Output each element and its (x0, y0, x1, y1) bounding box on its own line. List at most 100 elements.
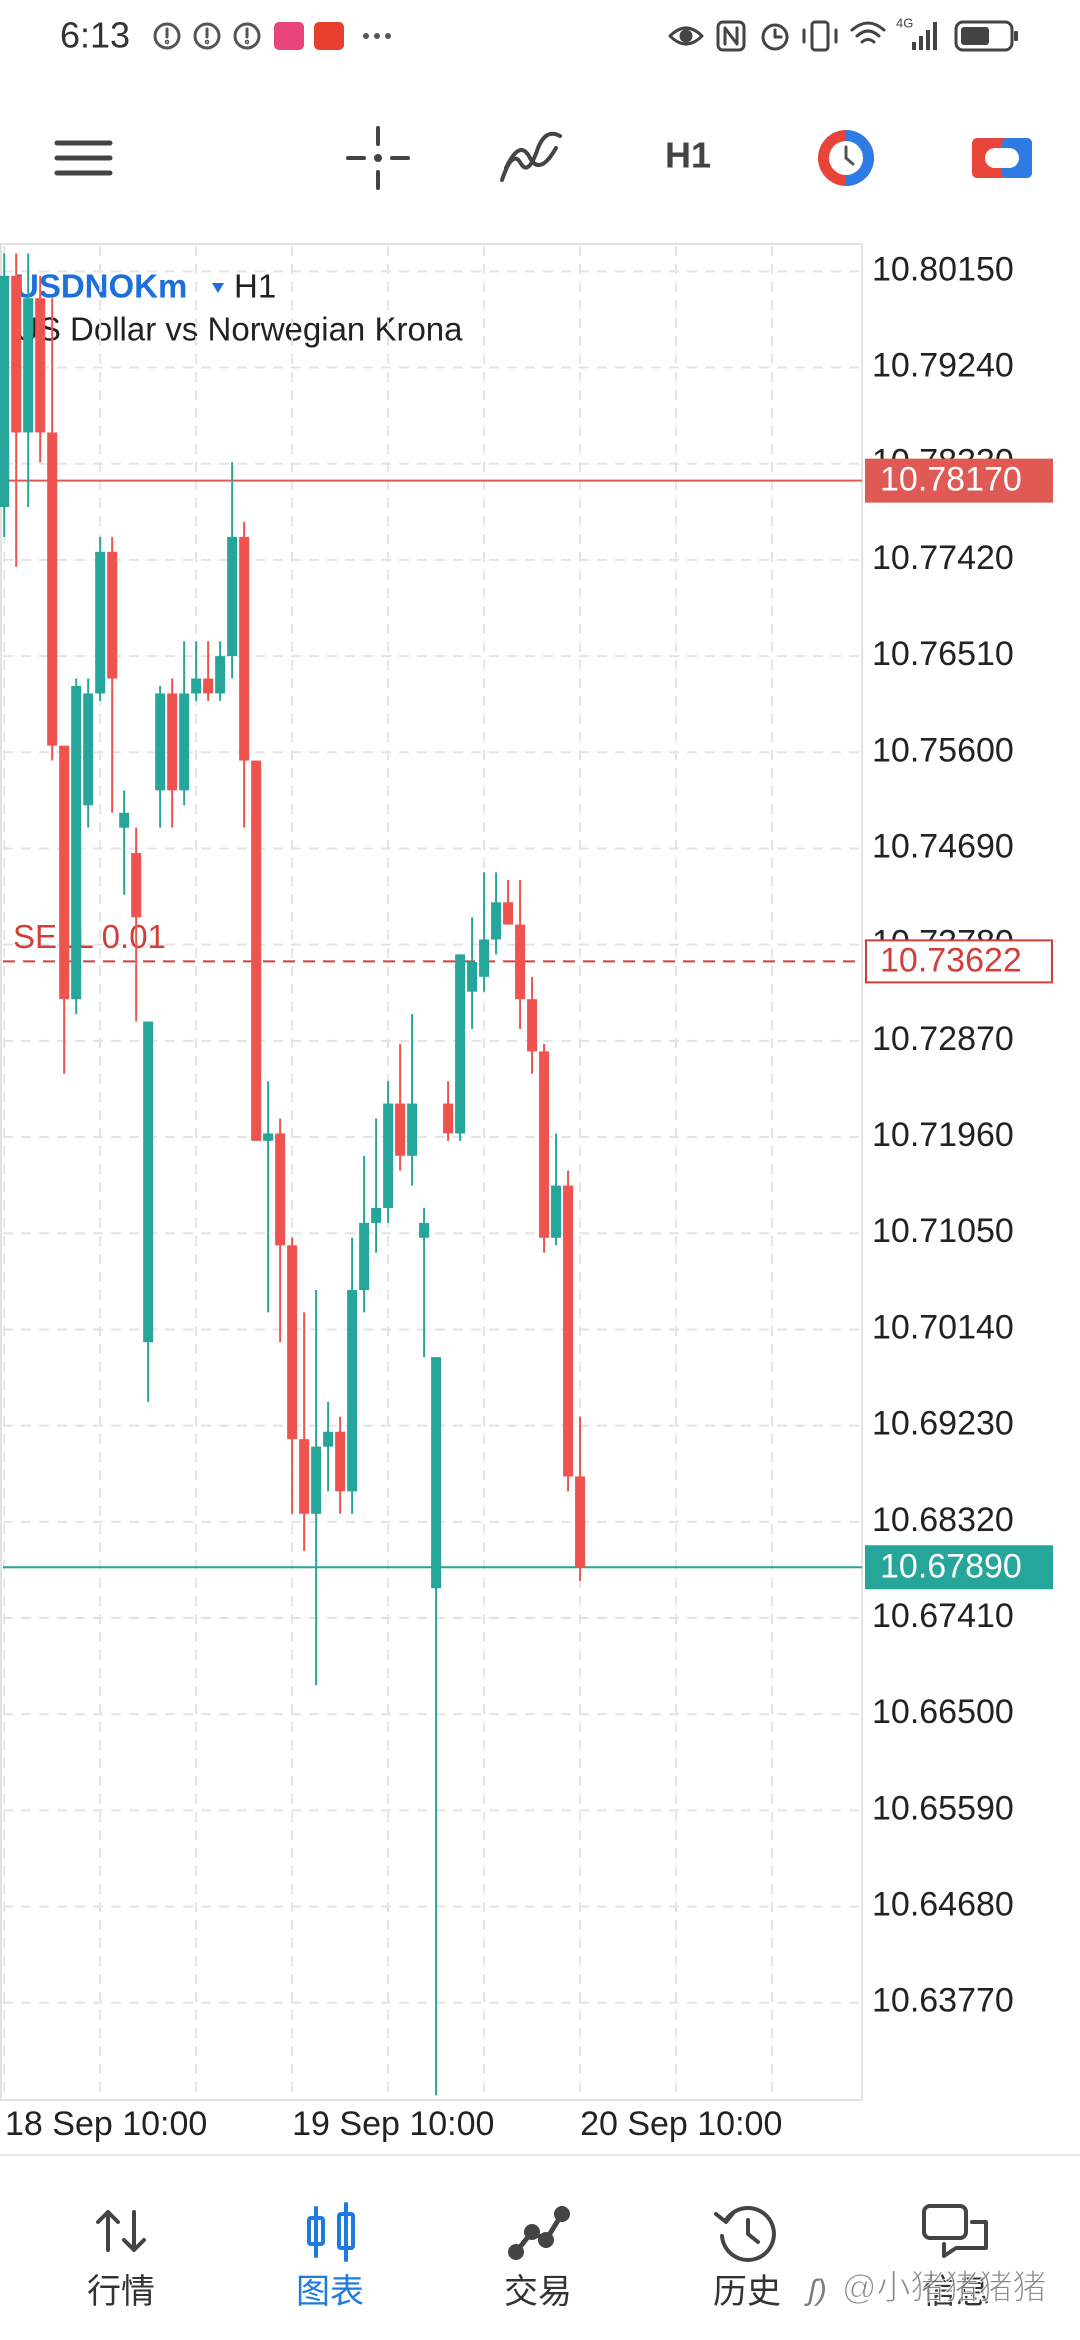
candle-body (479, 939, 490, 977)
y-tick-label: 10.72870 (872, 1020, 1014, 1058)
y-tick-label: 10.71960 (872, 1116, 1014, 1154)
candle-body (491, 902, 502, 940)
nav-icon-chart[interactable] (307, 2202, 355, 2262)
candle-body (23, 298, 34, 433)
signal-bars (912, 22, 937, 50)
candle-body (299, 1439, 310, 1514)
nav-icon-history[interactable] (714, 2205, 776, 2262)
x-tick-label: 20 Sep 10:00 (580, 2105, 782, 2143)
candle-body (215, 656, 226, 694)
chart-timeframe: H1 (234, 268, 276, 305)
y-tick-label: 10.71050 (872, 1212, 1014, 1250)
timeframe-button[interactable]: H1 (665, 135, 711, 176)
candle-body (239, 536, 250, 761)
toolbar: H1 (54, 126, 1032, 190)
y-tick-label: 10.64680 (872, 1886, 1014, 1924)
candle-body (419, 1222, 430, 1238)
watermark: ʃ) @小猪猪猪猪 (804, 2268, 1047, 2307)
plot-frame (0, 243, 863, 2101)
price-label: 10.73622 (880, 941, 1022, 979)
nav-icon-messages[interactable] (922, 2204, 988, 2258)
y-tick-label: 10.79240 (872, 347, 1014, 385)
nav-icon-quotes[interactable] (96, 2210, 146, 2252)
nav-label[interactable]: 历史 (713, 2273, 781, 2311)
candle-body (155, 693, 166, 791)
candle-body (275, 1133, 286, 1246)
network-type: 4G (896, 15, 913, 30)
clock-button[interactable] (818, 130, 874, 186)
order-label: SELL 0.01 (13, 918, 166, 955)
candle-body (407, 1103, 418, 1156)
symbol-description: US Dollar vs Norwegian Krona (15, 311, 463, 348)
candle-body (35, 298, 46, 433)
candle-body (119, 812, 130, 828)
candle-body (287, 1245, 298, 1440)
candle-body (179, 693, 190, 791)
trade-toggle-button[interactable] (972, 138, 1032, 178)
candle-body (455, 954, 466, 1134)
candle-body (563, 1185, 574, 1477)
price-label-box (865, 458, 1053, 503)
candle-body (551, 1185, 562, 1238)
status-time: 6:13 (60, 15, 130, 56)
chart: 10.8015010.7924010.7833010.7742010.76510… (0, 243, 1053, 2143)
indicators-button[interactable] (500, 131, 562, 182)
x-tick-label: 18 Sep 10:00 (5, 2105, 207, 2143)
candle-body (575, 1476, 586, 1568)
candle-body (263, 1133, 274, 1141)
nav-label[interactable]: 图表 (296, 2273, 364, 2311)
candle-body (83, 693, 94, 806)
crosshair-button[interactable] (346, 126, 410, 190)
y-tick-label: 10.74690 (872, 827, 1014, 865)
candle-body (467, 961, 478, 992)
app-icon (274, 22, 304, 50)
y-tick-label: 10.63770 (872, 1982, 1014, 2020)
price-label-box (865, 939, 1053, 984)
watermark-logo: ʃ) (804, 2274, 827, 2307)
candle-body (191, 678, 202, 694)
nav-icon-trade[interactable] (508, 2206, 570, 2260)
y-tick-label: 10.70140 (872, 1308, 1014, 1346)
nav-label[interactable]: 交易 (504, 2273, 572, 2311)
candle-body (383, 1103, 394, 1208)
symbol-dropdown[interactable] (212, 283, 224, 293)
candle-body (251, 760, 262, 1141)
battery (954, 20, 1018, 52)
y-tick-label: 10.80150 (872, 250, 1014, 288)
candle-body (47, 432, 58, 746)
candle-body (311, 1446, 322, 1514)
watermark-text: @小猪猪猪猪 (842, 2269, 1047, 2307)
price-label-box (865, 1545, 1053, 1590)
nav-label[interactable]: 信息 (922, 2273, 990, 2311)
candle-body (59, 745, 70, 1000)
candle-body (431, 1357, 442, 1589)
candle-body (443, 1103, 454, 1134)
y-tick-label: 10.68320 (872, 1501, 1014, 1539)
candle-body (527, 999, 538, 1052)
y-tick-label: 10.67410 (872, 1597, 1014, 1635)
app-icon (314, 22, 344, 50)
price-label: 10.67890 (880, 1547, 1022, 1585)
candle-body (539, 1051, 550, 1238)
candle-body (11, 275, 22, 433)
candle-body (335, 1431, 346, 1492)
candle-body (203, 678, 214, 694)
nav-label[interactable]: 行情 (87, 2273, 155, 2311)
system-icons (668, 20, 886, 52)
menu-button[interactable] (54, 140, 113, 176)
status-bar: 6:13 4G (60, 15, 1018, 56)
nav-labels: 行情 图表 交易 历史 信息 (87, 2273, 990, 2311)
candle-body (131, 853, 142, 918)
candle-body (359, 1222, 370, 1291)
y-tick-label: 10.65590 (872, 1789, 1014, 1827)
bottom-nav (96, 2202, 988, 2262)
y-tick-label: 10.76510 (872, 635, 1014, 673)
y-tick-label: 10.75600 (872, 731, 1014, 769)
notification-icons (153, 22, 261, 50)
candle-body (347, 1290, 358, 1492)
candle-body (395, 1103, 406, 1156)
y-tick-label: 10.66500 (872, 1693, 1014, 1731)
y-tick-label: 10.77420 (872, 539, 1014, 577)
